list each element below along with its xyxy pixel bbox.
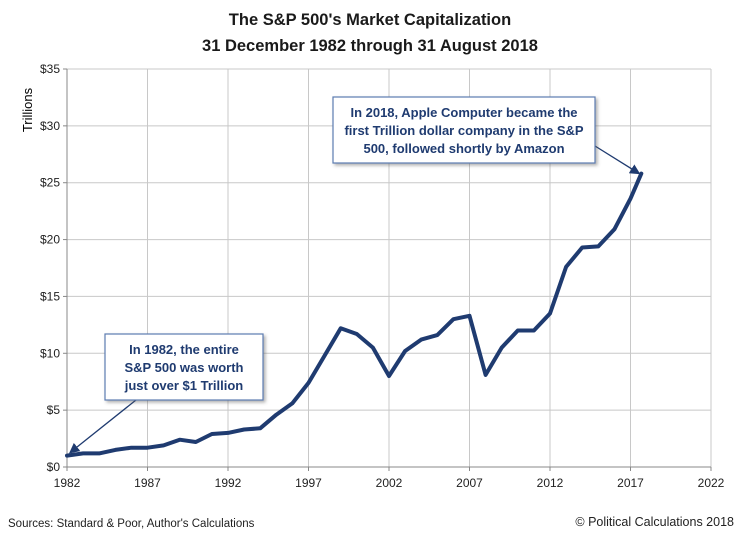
annotation-arrow	[68, 399, 137, 454]
series-market-cap	[65, 171, 644, 458]
data-point	[628, 197, 633, 201]
data-point	[178, 438, 182, 442]
annotation-line: just over $1 Trillion	[124, 378, 244, 393]
x-tick-label: 2017	[617, 476, 644, 490]
data-point	[290, 401, 294, 405]
data-point	[194, 440, 198, 444]
data-point	[564, 265, 568, 269]
data-point	[113, 448, 117, 452]
data-point	[532, 328, 536, 333]
y-tick-label: $10	[40, 346, 60, 360]
data-point	[258, 426, 262, 430]
data-point	[162, 443, 166, 447]
data-point	[226, 431, 230, 435]
chart-subtitle: 31 December 1982 through 31 August 2018	[202, 37, 538, 55]
y-tick-label: $30	[40, 119, 60, 133]
x-tick-label: 2022	[698, 476, 725, 490]
annotation-1: In 1982, the entire S&P 500 was worth just…	[68, 333, 264, 454]
data-point	[403, 349, 407, 353]
annotation-line: In 1982, the entire	[129, 342, 239, 357]
data-point	[516, 328, 520, 333]
data-point	[242, 427, 246, 432]
sources-note: Sources: Standard & Poor, Author's Calcu…	[8, 518, 255, 530]
data-point	[419, 338, 423, 342]
tick-labels: $0 $5 $10 $15 $20 $25 $30 $35 1982 1987 1992 1997 20…	[40, 62, 725, 490]
chart-title: The S&P 500's Market Capitalization	[229, 11, 511, 29]
annotation-box	[104, 333, 264, 401]
annotation-2: In 2018, Apple Computer became the first …	[332, 96, 641, 175]
annotation-line: 500, followed shortly by Amazon	[363, 141, 564, 156]
data-point	[387, 374, 391, 378]
y-tick-label: $20	[40, 233, 60, 247]
annotation-line: S&P 500 was worth	[125, 360, 244, 375]
x-tick-label: 1997	[295, 476, 322, 490]
annotations: In 1982, the entire S&P 500 was worth just…	[68, 96, 641, 454]
data-point	[339, 326, 343, 330]
data-point	[81, 451, 85, 455]
data-point	[596, 244, 600, 248]
data-point	[484, 373, 488, 377]
data-point	[210, 432, 214, 436]
y-tick-label: $35	[40, 62, 60, 76]
annotation-box	[332, 96, 596, 164]
data-point	[639, 172, 643, 176]
data-point	[467, 314, 472, 318]
annotation-line: In 2018, Apple Computer became the	[350, 105, 577, 120]
annotation-line: first Trillion dollar company in the S&P	[344, 123, 583, 138]
x-tick-label: 1982	[54, 476, 81, 490]
data-point	[580, 245, 584, 250]
axes	[63, 68, 712, 471]
copyright-note: © Political Calculations 2018	[575, 515, 734, 529]
data-point	[129, 446, 133, 450]
data-point	[500, 346, 504, 350]
data-point	[306, 381, 311, 385]
data-point	[451, 317, 455, 321]
data-point	[65, 454, 69, 458]
annotation-arrow	[594, 145, 641, 175]
x-tick-label: 2007	[456, 476, 483, 490]
data-point	[612, 227, 617, 231]
y-tick-label: $25	[40, 176, 60, 190]
x-tick-label: 2012	[537, 476, 564, 490]
data-point	[145, 446, 150, 450]
data-point	[548, 311, 552, 316]
y-tick-label: $15	[40, 289, 60, 303]
y-axis-title: Trillions	[20, 87, 35, 132]
x-tick-label: 2002	[376, 476, 403, 490]
x-tick-label: 1992	[215, 476, 242, 490]
y-tick-label: $0	[47, 460, 61, 474]
data-point	[435, 333, 439, 337]
x-tick-label: 1987	[134, 476, 161, 490]
data-point	[97, 451, 101, 455]
y-tick-label: $5	[47, 403, 61, 417]
data-point	[323, 353, 327, 358]
data-point	[274, 413, 278, 417]
market-cap-line	[65, 171, 644, 458]
data-point	[355, 332, 359, 336]
data-point	[371, 346, 375, 350]
